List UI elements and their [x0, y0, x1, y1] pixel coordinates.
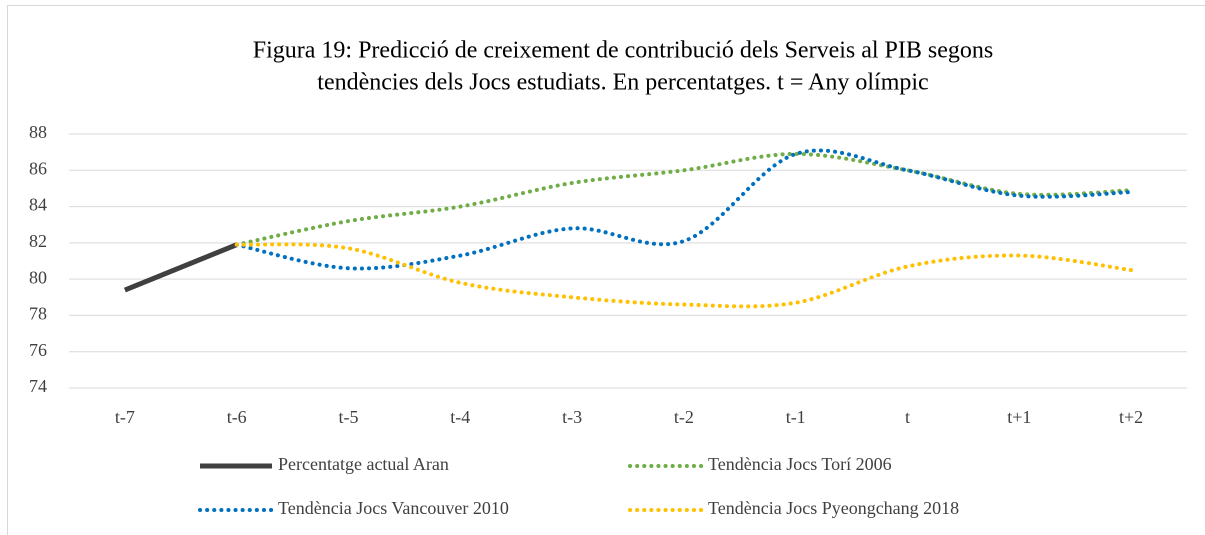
- y-tick-label: 84: [29, 195, 47, 215]
- x-tick-label: t+1: [1007, 407, 1031, 427]
- legend-label: Percentatge actual Aran: [278, 454, 449, 474]
- chart-title: Figura 19: Predicció de creixement de co…: [253, 38, 993, 64]
- y-tick-label: 82: [29, 231, 47, 251]
- chart-border: [7, 5, 1205, 535]
- x-tick-label: t-4: [450, 407, 470, 427]
- series-line: [123, 242, 238, 293]
- x-tick-label: t-7: [115, 407, 135, 427]
- y-tick-label: 88: [29, 122, 47, 142]
- x-tick-label: t+2: [1119, 407, 1143, 427]
- series-line: [234, 242, 1134, 309]
- x-tick-label: t-2: [674, 407, 694, 427]
- legend-label: Tendència Jocs Torí 2006: [708, 454, 892, 474]
- y-tick-label: 86: [29, 158, 47, 178]
- x-tick-label: t-3: [562, 407, 582, 427]
- legend-label: Tendència Jocs Vancouver 2010: [278, 498, 509, 518]
- y-tick-label: 80: [29, 267, 47, 287]
- chart-title: tendències dels Jocs estudiats. En perce…: [317, 70, 928, 96]
- series-line: [234, 148, 1134, 271]
- x-tick-label: t: [905, 407, 910, 427]
- x-tick-label: t-5: [339, 407, 359, 427]
- y-tick-label: 78: [29, 304, 47, 324]
- y-tick-label: 74: [29, 376, 47, 396]
- x-tick-label: t-1: [786, 407, 806, 427]
- x-tick-label: t-6: [227, 407, 247, 427]
- y-tick-label: 76: [29, 340, 47, 360]
- legend-label: Tendència Jocs Pyeongchang 2018: [708, 498, 959, 518]
